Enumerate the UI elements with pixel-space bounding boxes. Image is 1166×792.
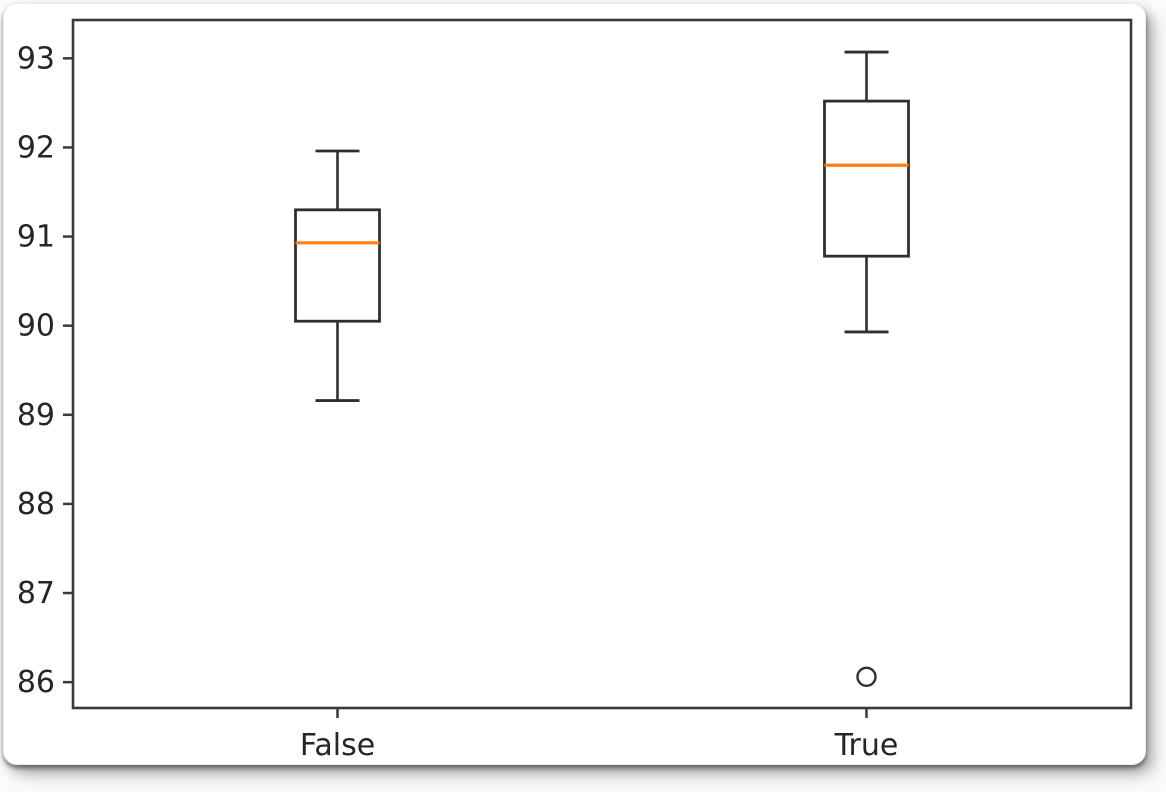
y-tick-label: 90 [17, 309, 55, 344]
y-tick-label: 87 [17, 576, 55, 611]
plot-area [73, 20, 1131, 708]
y-tick-label: 86 [17, 665, 55, 700]
y-tick-label: 92 [17, 130, 55, 165]
y-tick-label: 91 [17, 220, 55, 255]
box-rect [823, 99, 910, 258]
plot-frame [71, 18, 1133, 710]
x-tick-label-false: False [300, 728, 375, 763]
boxplot-false [294, 149, 381, 402]
x-tick-label-true: True [834, 728, 899, 763]
box-rect [294, 208, 381, 323]
y-tick-label: 93 [17, 41, 55, 76]
outlier-point [856, 666, 877, 688]
y-tick-label: 88 [17, 487, 55, 522]
y-tick-label: 89 [17, 398, 55, 433]
boxplot-true [823, 50, 910, 688]
